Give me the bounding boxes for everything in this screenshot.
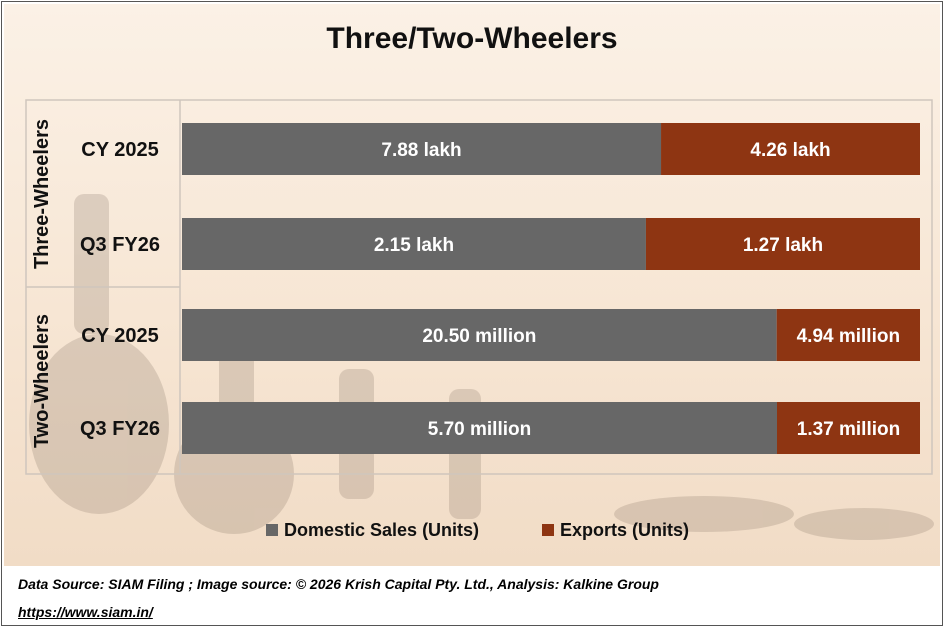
exports-data-label: 1.27 lakh <box>743 235 823 256</box>
exports-data-label: 4.26 lakh <box>750 140 830 161</box>
data-source-note: Data Source: SIAM Filing ; Image source:… <box>18 576 659 592</box>
group-label: Two-Wheelers <box>31 314 53 448</box>
stacked-bar-chart: Three-Wheelers Two-Wheelers CY 2025 Q3 FY2… <box>25 99 933 540</box>
legend-swatch <box>542 524 554 536</box>
domestic-bar <box>182 402 777 454</box>
domestic-data-label: 5.70 million <box>428 419 531 440</box>
category-label: CY 2025 <box>81 325 158 347</box>
exports-bar <box>661 123 920 175</box>
exports-data-label: 4.94 million <box>797 326 900 347</box>
exports-bar <box>645 218 920 270</box>
source-link[interactable]: https://www.siam.in/ <box>18 604 153 620</box>
domestic-data-label: 7.88 lakh <box>381 140 461 161</box>
domestic-bar <box>182 309 777 361</box>
footer: Data Source: SIAM Filing ; Image source:… <box>4 568 940 625</box>
exports-bar <box>776 309 920 361</box>
legend-label: Domestic Sales (Units) <box>284 520 479 540</box>
group-label: Three-Wheelers <box>31 119 53 269</box>
chart-panel: Three/Two-Wheelers Three-Wheelers Two-Whe… <box>4 4 940 566</box>
coin-stack-shape <box>29 334 169 514</box>
category-label: Q3 FY26 <box>80 418 160 440</box>
person-silhouette <box>74 194 109 334</box>
chart-title: Three/Two-Wheelers <box>326 22 618 55</box>
exports-data-label: 1.37 million <box>797 419 900 440</box>
domestic-data-label: 2.15 lakh <box>374 235 454 256</box>
domestic-bar <box>182 123 662 175</box>
category-label: CY 2025 <box>81 139 158 161</box>
exports-bar <box>776 402 920 454</box>
coin-pile-shape <box>794 508 934 540</box>
domestic-bar <box>182 218 646 270</box>
legend-label: Exports (Units) <box>560 520 689 540</box>
legend-swatch <box>266 524 278 536</box>
domestic-data-label: 20.50 million <box>422 326 536 347</box>
coin-pile-shape <box>614 496 794 532</box>
category-label: Q3 FY26 <box>80 234 160 256</box>
